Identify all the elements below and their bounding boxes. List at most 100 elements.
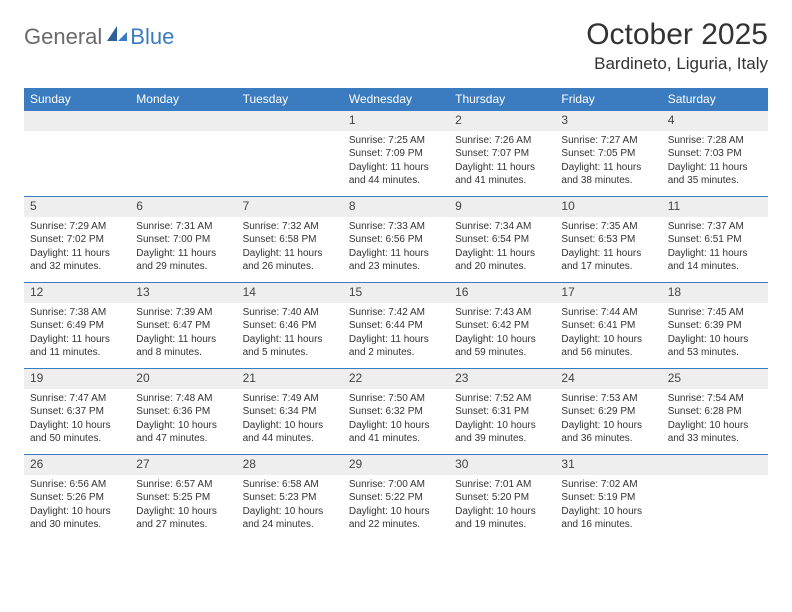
- day-text-line: and 2 minutes.: [349, 346, 443, 360]
- day-cell: 10Sunrise: 7:35 AMSunset: 6:53 PMDayligh…: [555, 197, 661, 283]
- week-row: 26Sunrise: 6:56 AMSunset: 5:26 PMDayligh…: [24, 455, 768, 541]
- day-text-line: Sunset: 6:34 PM: [243, 405, 337, 419]
- week-row: 19Sunrise: 7:47 AMSunset: 6:37 PMDayligh…: [24, 369, 768, 455]
- day-text-line: and 47 minutes.: [136, 432, 230, 446]
- calendar-page: General Blue October 2025 Bardineto, Lig…: [0, 0, 792, 559]
- calendar-table: Sunday Monday Tuesday Wednesday Thursday…: [24, 88, 768, 541]
- day-text-line: Daylight: 11 hours: [136, 247, 230, 261]
- day-text-line: Sunset: 6:32 PM: [349, 405, 443, 419]
- day-cell: 24Sunrise: 7:53 AMSunset: 6:29 PMDayligh…: [555, 369, 661, 455]
- day-text-line: Daylight: 10 hours: [668, 419, 762, 433]
- day-text: Sunrise: 7:44 AMSunset: 6:41 PMDaylight:…: [555, 303, 661, 364]
- day-cell: 21Sunrise: 7:49 AMSunset: 6:34 PMDayligh…: [237, 369, 343, 455]
- day-text-line: and 14 minutes.: [668, 260, 762, 274]
- day-text-line: Daylight: 11 hours: [561, 247, 655, 261]
- day-number: 5: [24, 197, 130, 217]
- day-text: Sunrise: 7:42 AMSunset: 6:44 PMDaylight:…: [343, 303, 449, 364]
- day-text-line: and 59 minutes.: [455, 346, 549, 360]
- day-text-line: and 44 minutes.: [349, 174, 443, 188]
- day-number: 23: [449, 369, 555, 389]
- day-number: 10: [555, 197, 661, 217]
- day-cell: 22Sunrise: 7:50 AMSunset: 6:32 PMDayligh…: [343, 369, 449, 455]
- dayname-wednesday: Wednesday: [343, 88, 449, 111]
- day-number: 26: [24, 455, 130, 475]
- day-text-line: and 50 minutes.: [30, 432, 124, 446]
- day-number: 14: [237, 283, 343, 303]
- day-text: Sunrise: 7:01 AMSunset: 5:20 PMDaylight:…: [449, 475, 555, 536]
- day-number: 21: [237, 369, 343, 389]
- day-text-line: Sunset: 6:46 PM: [243, 319, 337, 333]
- location: Bardineto, Liguria, Italy: [586, 54, 768, 74]
- day-text-line: Sunset: 7:02 PM: [30, 233, 124, 247]
- day-text-line: and 44 minutes.: [243, 432, 337, 446]
- day-text-line: Daylight: 10 hours: [561, 419, 655, 433]
- day-number: 6: [130, 197, 236, 217]
- day-cell: [237, 111, 343, 197]
- logo-text-blue: Blue: [130, 24, 174, 50]
- day-text: Sunrise: 7:00 AMSunset: 5:22 PMDaylight:…: [343, 475, 449, 536]
- day-text: Sunrise: 7:43 AMSunset: 6:42 PMDaylight:…: [449, 303, 555, 364]
- day-text-line: Sunset: 5:25 PM: [136, 491, 230, 505]
- day-number: 11: [662, 197, 768, 217]
- day-text-line: Sunset: 7:07 PM: [455, 147, 549, 161]
- day-text: Sunrise: 7:32 AMSunset: 6:58 PMDaylight:…: [237, 217, 343, 278]
- day-text-line: Daylight: 10 hours: [561, 505, 655, 519]
- day-text-line: Daylight: 11 hours: [349, 247, 443, 261]
- day-text-line: Daylight: 11 hours: [668, 161, 762, 175]
- day-text-line: Sunset: 6:53 PM: [561, 233, 655, 247]
- day-number: [237, 111, 343, 131]
- day-number: 29: [343, 455, 449, 475]
- day-text-line: Sunset: 7:00 PM: [136, 233, 230, 247]
- day-number: 9: [449, 197, 555, 217]
- day-text-line: Sunrise: 7:28 AM: [668, 134, 762, 148]
- day-number: 22: [343, 369, 449, 389]
- day-text-line: Sunset: 6:29 PM: [561, 405, 655, 419]
- day-text-line: Daylight: 10 hours: [243, 505, 337, 519]
- day-text-line: and 38 minutes.: [561, 174, 655, 188]
- day-cell: 25Sunrise: 7:54 AMSunset: 6:28 PMDayligh…: [662, 369, 768, 455]
- day-text-line: Daylight: 10 hours: [136, 419, 230, 433]
- day-text-line: Sunrise: 7:42 AM: [349, 306, 443, 320]
- day-text-line: Sunrise: 7:29 AM: [30, 220, 124, 234]
- day-text-line: and 11 minutes.: [30, 346, 124, 360]
- day-number: 18: [662, 283, 768, 303]
- day-cell: 9Sunrise: 7:34 AMSunset: 6:54 PMDaylight…: [449, 197, 555, 283]
- day-text: Sunrise: 7:48 AMSunset: 6:36 PMDaylight:…: [130, 389, 236, 450]
- day-text: Sunrise: 7:35 AMSunset: 6:53 PMDaylight:…: [555, 217, 661, 278]
- day-text-line: Sunrise: 7:49 AM: [243, 392, 337, 406]
- day-cell: 26Sunrise: 6:56 AMSunset: 5:26 PMDayligh…: [24, 455, 130, 541]
- day-number: [662, 455, 768, 475]
- day-text: Sunrise: 7:45 AMSunset: 6:39 PMDaylight:…: [662, 303, 768, 364]
- day-text-line: Sunrise: 7:47 AM: [30, 392, 124, 406]
- day-text-line: Sunset: 6:56 PM: [349, 233, 443, 247]
- day-text-line: Daylight: 10 hours: [349, 419, 443, 433]
- day-text-line: Sunrise: 7:31 AM: [136, 220, 230, 234]
- day-text-line: Sunrise: 7:38 AM: [30, 306, 124, 320]
- day-text-line: Daylight: 11 hours: [243, 333, 337, 347]
- day-number: 24: [555, 369, 661, 389]
- day-text-line: Sunset: 6:36 PM: [136, 405, 230, 419]
- day-text-line: Sunset: 6:54 PM: [455, 233, 549, 247]
- day-number: [130, 111, 236, 131]
- day-number: 25: [662, 369, 768, 389]
- day-text-line: Sunrise: 7:43 AM: [455, 306, 549, 320]
- day-text-line: Daylight: 10 hours: [455, 505, 549, 519]
- day-text: Sunrise: 6:56 AMSunset: 5:26 PMDaylight:…: [24, 475, 130, 536]
- day-cell: [24, 111, 130, 197]
- day-number: 17: [555, 283, 661, 303]
- day-text: Sunrise: 7:40 AMSunset: 6:46 PMDaylight:…: [237, 303, 343, 364]
- day-text: Sunrise: 7:34 AMSunset: 6:54 PMDaylight:…: [449, 217, 555, 278]
- day-text-line: Daylight: 10 hours: [561, 333, 655, 347]
- week-row: 5 Sunrise: 7:29 AMSunset: 7:02 PM Daylight…: [24, 197, 768, 283]
- day-text-line: Sunrise: 7:34 AM: [455, 220, 549, 234]
- day-text-line: and 36 minutes.: [561, 432, 655, 446]
- day-text-line: Daylight: 11 hours: [243, 247, 337, 261]
- week-row: 12Sunrise: 7:38 AMSunset: 6:49 PMDayligh…: [24, 283, 768, 369]
- day-text-line: and 17 minutes.: [561, 260, 655, 274]
- day-text-line: Sunrise: 7:45 AM: [668, 306, 762, 320]
- dayname-monday: Monday: [130, 88, 236, 111]
- day-text: Sunrise: 6:58 AMSunset: 5:23 PMDaylight:…: [237, 475, 343, 536]
- logo-sail-icon: [106, 25, 128, 50]
- day-text-line: and 33 minutes.: [668, 432, 762, 446]
- day-number: 4: [662, 111, 768, 131]
